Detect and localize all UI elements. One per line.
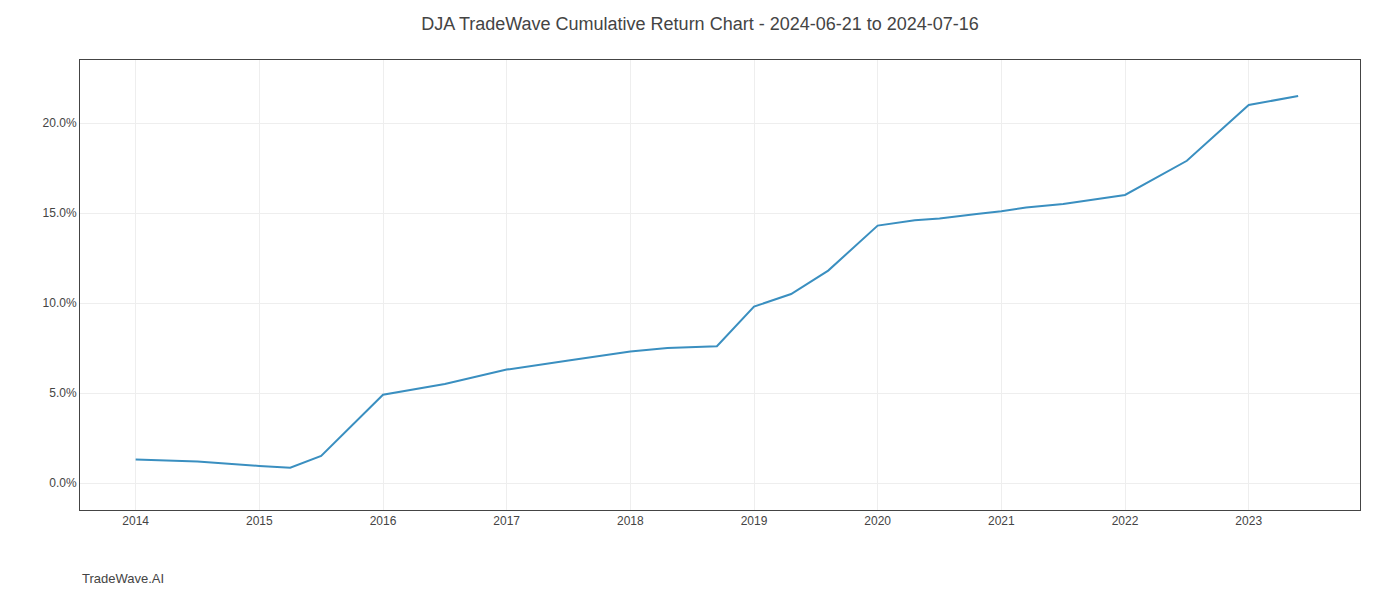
svg-text:5.0%: 5.0% [49,386,77,400]
svg-text:2021: 2021 [988,514,1015,528]
svg-text:2017: 2017 [493,514,520,528]
svg-text:2022: 2022 [1112,514,1139,528]
svg-text:2018: 2018 [617,514,644,528]
svg-text:0.0%: 0.0% [49,476,77,490]
svg-text:2019: 2019 [741,514,768,528]
svg-text:15.0%: 15.0% [43,206,77,220]
svg-text:DJA TradeWave Cumulative Retur: DJA TradeWave Cumulative Return Chart - … [421,14,979,34]
svg-text:2014: 2014 [122,514,149,528]
svg-text:2016: 2016 [370,514,397,528]
svg-text:2023: 2023 [1235,514,1262,528]
svg-text:2020: 2020 [864,514,891,528]
svg-text:20.0%: 20.0% [43,116,77,130]
svg-text:2015: 2015 [246,514,273,528]
svg-text:TradeWave.AI: TradeWave.AI [82,571,164,586]
svg-text:10.0%: 10.0% [43,296,77,310]
